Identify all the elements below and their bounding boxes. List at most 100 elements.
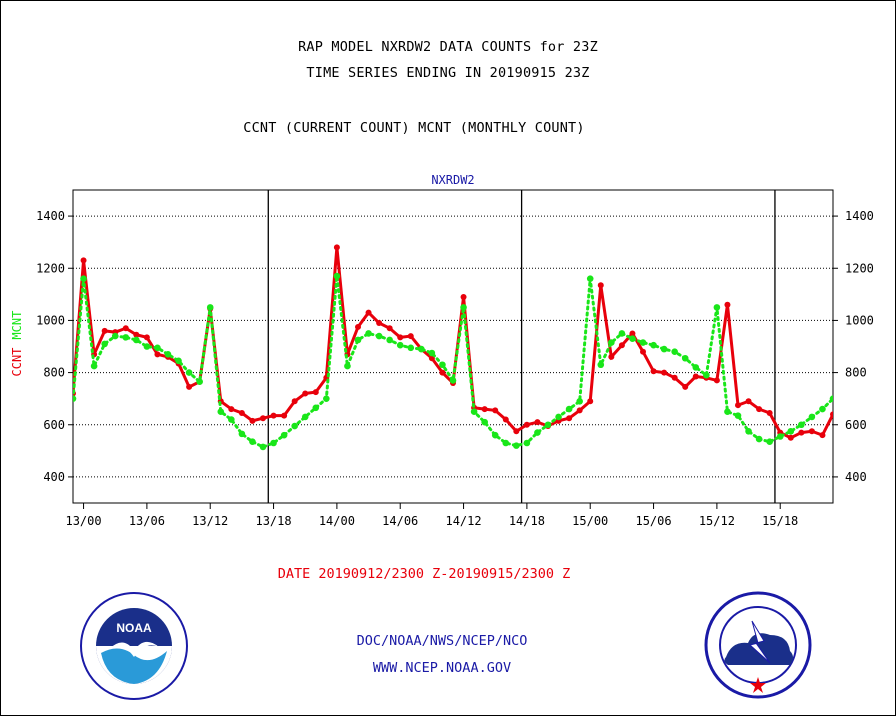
- mcnt-point: [713, 304, 721, 311]
- ccnt-point: [249, 417, 256, 424]
- ccnt-point: [766, 410, 773, 417]
- mcnt-point: [491, 431, 499, 439]
- x-tick-label: 14/00: [319, 514, 355, 528]
- ccnt-point: [587, 398, 594, 405]
- x-tick-label: 15/18: [762, 514, 798, 528]
- ccnt-point: [523, 421, 530, 428]
- website-link[interactable]: WWW.NCEP.NOAA.GOV: [372, 660, 512, 676]
- mcnt-point: [470, 408, 478, 416]
- ccnt-point: [80, 257, 87, 264]
- x-tick-label: 15/12: [699, 514, 735, 528]
- mcnt-point: [101, 340, 108, 348]
- ccnt-point: [830, 411, 833, 418]
- mcnt-point: [365, 330, 372, 337]
- y-axis-label-ccnt: CCNT: [10, 348, 24, 377]
- mcnt-point: [217, 408, 225, 416]
- y-tick-label-left: 1400: [36, 209, 65, 223]
- mcnt-point: [734, 412, 742, 419]
- x-tick-label: 13/18: [255, 514, 291, 528]
- ccnt-point: [713, 377, 720, 384]
- ccnt-point: [355, 323, 361, 330]
- mcnt-point: [629, 335, 636, 342]
- ccnt-point: [608, 353, 615, 360]
- x-tick-label: 15/00: [572, 514, 608, 528]
- mcnt-point: [544, 421, 552, 429]
- x-tick-label: 14/18: [509, 514, 545, 528]
- mcnt-point: [829, 395, 833, 402]
- mcnt-point: [502, 439, 510, 447]
- mcnt-point: [439, 361, 446, 369]
- x-tick-label: 13/06: [129, 514, 165, 528]
- panel-title: NXRDW2: [431, 173, 474, 187]
- mcnt-point: [354, 336, 362, 344]
- mcnt-point: [671, 348, 678, 356]
- ccnt-point: [302, 390, 309, 397]
- sub-title: TIME SERIES ENDING IN 20190915 23Z: [306, 65, 590, 81]
- plot-frame: [72, 189, 834, 504]
- ccnt-point: [312, 389, 319, 396]
- mcnt-point: [428, 349, 436, 357]
- noaa-logo-icon: NOAA: [80, 592, 188, 700]
- ccnt-point: [798, 429, 805, 436]
- ccnt-point: [186, 383, 193, 390]
- ccnt-point: [238, 410, 245, 417]
- ccnt-point: [270, 412, 277, 419]
- ccnt-point: [671, 374, 678, 381]
- mcnt-point: [819, 405, 826, 413]
- x-tick-label: 14/06: [382, 514, 418, 528]
- ccnt-point: [260, 415, 266, 422]
- ccnt-point: [101, 327, 108, 334]
- ccnt-point: [122, 325, 129, 332]
- ccnt-point: [745, 398, 752, 405]
- mcnt-point: [249, 438, 256, 446]
- mcnt-point: [460, 304, 467, 311]
- nws-logo-icon: [704, 591, 812, 699]
- ccnt-point: [439, 369, 446, 376]
- ccnt-point: [133, 331, 140, 338]
- mcnt-point: [386, 336, 393, 344]
- mcnt-point: [586, 275, 594, 282]
- mcnt-point: [122, 334, 130, 341]
- mcnt-point: [745, 427, 752, 435]
- mcnt-point: [776, 433, 784, 440]
- main-title: RAP MODEL NXRDW2 DATA COUNTS for 23Z: [298, 39, 598, 55]
- mcnt-point: [396, 341, 404, 349]
- mcnt-point: [175, 357, 182, 365]
- mcnt-point: [481, 418, 488, 426]
- ccnt-point: [365, 309, 372, 316]
- mcnt-point: [111, 332, 119, 340]
- ccnt-point: [291, 398, 298, 405]
- ccnt-point: [154, 351, 161, 358]
- ccnt-point: [228, 406, 235, 413]
- mcnt-point: [523, 439, 531, 447]
- mcnt-point: [418, 345, 425, 353]
- mcnt-point: [270, 439, 277, 447]
- mcnt-point: [133, 336, 140, 344]
- ccnt-point: [576, 407, 583, 414]
- x-tick-label: 15/06: [635, 514, 671, 528]
- ccnt-point: [650, 368, 657, 375]
- svg-text:NOAA: NOAA: [116, 621, 152, 635]
- ccnt-point: [333, 244, 340, 251]
- y-tick-label-left: 600: [43, 418, 65, 432]
- mcnt-point: [787, 427, 795, 435]
- mcnt-point: [196, 378, 203, 386]
- ccnt-point: [724, 301, 731, 308]
- mcnt-point: [798, 421, 805, 429]
- mcnt-point: [206, 304, 214, 311]
- mcnt-point: [513, 442, 520, 449]
- ccnt-point: [281, 412, 288, 419]
- y-tick-label-left: 1200: [36, 261, 65, 275]
- mcnt-point: [280, 431, 288, 439]
- y-axis-label-mcnt: MCNT: [10, 311, 24, 340]
- legend-description: CCNT (CURRENT COUNT) MCNT (MONTHLY COUNT…: [243, 120, 585, 136]
- ccnt-point: [597, 282, 604, 289]
- x-tick-label: 14/12: [445, 514, 481, 528]
- ccnt-point: [661, 369, 668, 376]
- mcnt-point: [228, 416, 235, 423]
- mcnt-point: [154, 344, 161, 352]
- x-tick-label: 13/00: [65, 514, 101, 528]
- ccnt-point: [756, 406, 763, 413]
- ccnt-point: [513, 428, 520, 435]
- ccnt-point: [386, 325, 393, 332]
